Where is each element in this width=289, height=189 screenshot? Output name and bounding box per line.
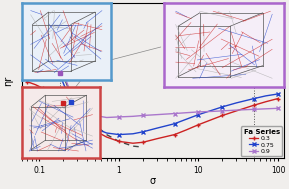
Y-axis label: ηr: ηr xyxy=(3,75,13,86)
X-axis label: σ: σ xyxy=(150,176,156,186)
Legend: 0.3, 0.75, 0.9: 0.3, 0.75, 0.9 xyxy=(241,126,282,156)
